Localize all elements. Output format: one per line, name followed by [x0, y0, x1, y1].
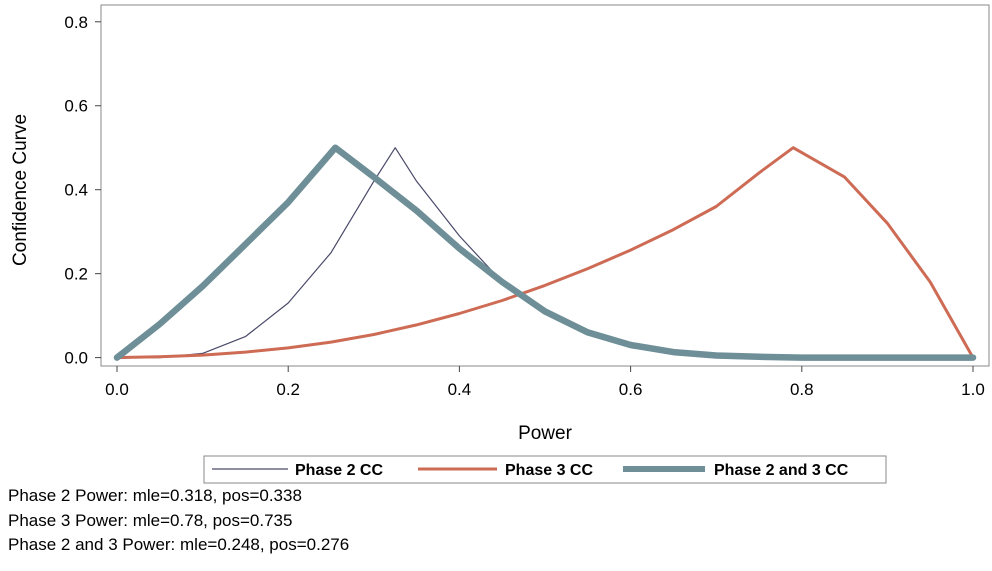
- legend-item-phase2: Phase 2 CC: [212, 462, 383, 479]
- legend-item-phase23: Phase 2 and 3 CC: [623, 462, 849, 479]
- plot-frame: [100, 4, 990, 367]
- x-tick-label: 0.8: [790, 380, 814, 399]
- phase3-cc-line: [115, 146, 975, 360]
- footnote-phase23-power: Phase 2 and 3 Power: mle=0.248, pos=0.27…: [8, 535, 350, 554]
- x-tick-label: 0.6: [619, 380, 643, 399]
- x-tick-label: 0.0: [105, 380, 129, 399]
- x-axis-title: Power: [518, 423, 573, 444]
- x-tick-label: 0.2: [276, 380, 300, 399]
- x-tick-label: 1.0: [961, 380, 985, 399]
- y-axis-title: Confidence Curve: [10, 114, 31, 266]
- y-tick-label: 0.6: [64, 97, 88, 116]
- legend-label-phase3: Phase 3 CC: [505, 462, 593, 479]
- legend-item-phase3: Phase 3 CC: [418, 462, 593, 479]
- y-tick-label: 0.2: [64, 265, 88, 284]
- footnote-phase3-power: Phase 3 Power: mle=0.78, pos=0.735: [8, 510, 293, 530]
- legend-label-phase2: Phase 2 CC: [295, 462, 383, 479]
- y-tick-label: 0.4: [64, 181, 88, 200]
- y-tick-label: 0.8: [64, 13, 88, 32]
- legend-frame: [203, 455, 887, 484]
- legend-label-phase23: Phase 2 and 3 CC: [714, 462, 849, 479]
- x-tick-label: 0.4: [448, 380, 472, 399]
- y-tick-label: 0.0: [64, 349, 88, 368]
- confidence-curve-chart: 0.0 0.2 0.4 0.6 0.8 0.0 0.2 0.4 0.6 0.8 1.0 Power…: [10, 4, 990, 484]
- y-axis: 0.0 0.2 0.4 0.6 0.8: [64, 13, 101, 368]
- footnote-phase2-power: Phase 2 Power: mle=0.318, pos=0.338: [8, 486, 302, 505]
- x-axis: 0.0 0.2 0.4 0.6 0.8 1.0: [105, 366, 985, 399]
- series-layer: [113, 144, 977, 361]
- phase2-and-3-cc-line: [113, 144, 977, 361]
- footnotes: Phase 2 Power: mle=0.318, pos=0.338 Phas…: [8, 484, 349, 558]
- legend: Phase 2 CC Phase 3 CC Phase 2 and 3 CC: [203, 455, 887, 484]
